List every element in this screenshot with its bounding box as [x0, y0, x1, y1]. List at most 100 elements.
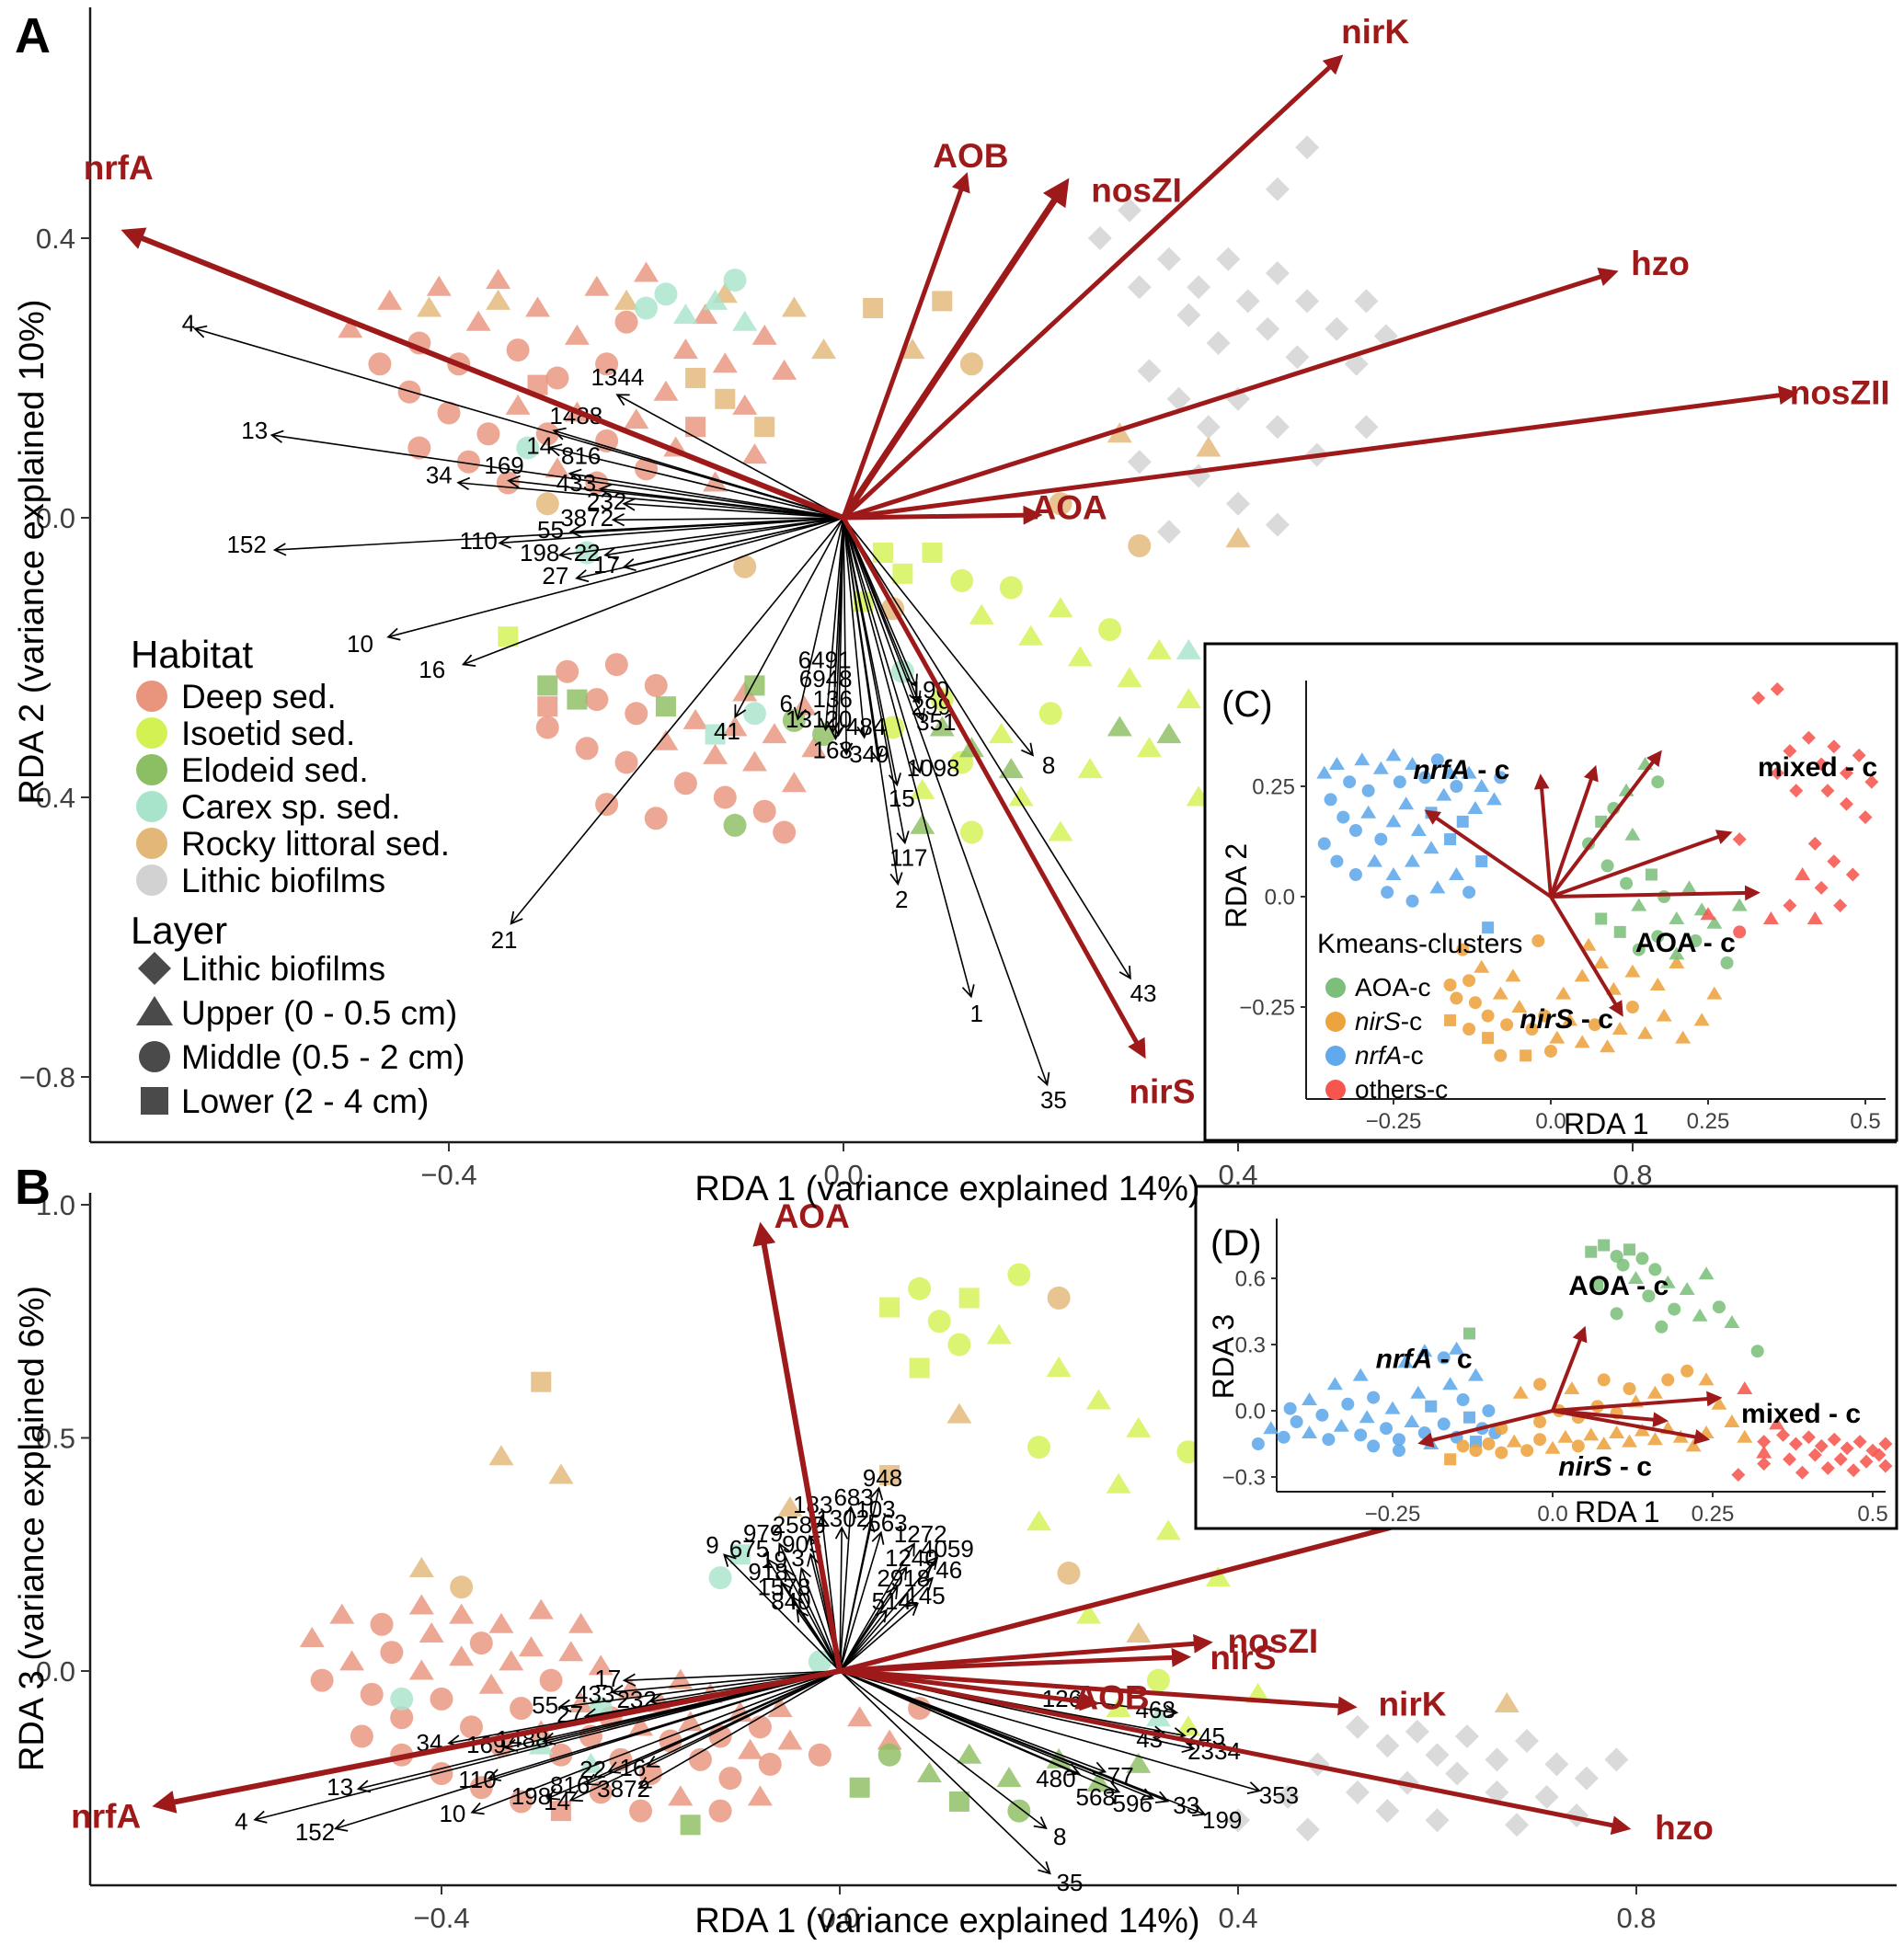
data-point	[1008, 785, 1034, 807]
data-point	[1126, 1621, 1152, 1643]
data-point	[589, 1780, 613, 1804]
data-point	[1648, 1263, 1662, 1276]
cluster-label: nrfA - c	[1413, 755, 1509, 785]
otu-vector-label: 484	[846, 713, 886, 740]
otu-vector-label: 816	[561, 441, 601, 469]
data-point	[688, 1747, 712, 1771]
data-point	[1827, 739, 1841, 754]
data-point	[1392, 1444, 1405, 1458]
data-point	[1367, 1391, 1381, 1404]
data-point	[1442, 765, 1459, 779]
data-point	[634, 261, 659, 282]
data-point	[732, 394, 758, 415]
data-point	[1534, 1784, 1559, 1809]
inset-d-x-axis-title: RDA 1	[1575, 1495, 1660, 1528]
data-point	[1354, 289, 1379, 314]
data-point	[1588, 1018, 1601, 1032]
data-point	[1583, 1427, 1600, 1441]
data-point	[900, 338, 925, 360]
y-tick-label: 0.3	[1235, 1334, 1266, 1358]
habitat-legend-label: Elodeid sed.	[181, 751, 369, 789]
data-point	[1454, 1723, 1479, 1748]
otu-vector-label: 6	[780, 690, 793, 717]
otu-vector-label: 13120	[786, 705, 852, 733]
data-point	[1283, 1402, 1297, 1415]
data-point	[644, 673, 668, 697]
data-point	[1057, 1562, 1081, 1585]
gene-vector-arrow	[1550, 830, 1733, 899]
habitat-legend-label: Rocky littoral sed.	[181, 825, 450, 863]
data-point	[758, 1752, 782, 1776]
otu-vector-label: 13	[241, 417, 268, 444]
otu-vector-label: 1344	[591, 363, 644, 391]
gene-vector-label: hzo	[1631, 245, 1690, 282]
data-point	[1657, 890, 1671, 903]
data-point	[1624, 827, 1641, 841]
data-point	[1512, 1385, 1529, 1399]
data-point	[1467, 1368, 1484, 1381]
data-point	[1343, 775, 1357, 789]
data-point	[1789, 784, 1804, 798]
data-point	[1482, 1404, 1496, 1417]
otu-vector-label: 198	[511, 1782, 551, 1810]
gene-vector-label: nirS	[1129, 1073, 1195, 1111]
data-point	[1345, 1714, 1370, 1739]
gene-vector-arrow	[839, 1647, 1191, 1674]
data-point	[1145, 1706, 1171, 1727]
otu-vector-label: 948	[863, 1464, 902, 1492]
data-point	[1322, 1433, 1336, 1447]
data-point	[1326, 1377, 1343, 1391]
data-point	[1852, 1435, 1867, 1449]
data-point	[1375, 1799, 1400, 1824]
data-point	[668, 1668, 694, 1689]
data-point	[1077, 758, 1103, 779]
otu-vector-arrow	[843, 517, 923, 774]
data-point	[408, 1556, 434, 1577]
data-point	[1544, 1752, 1569, 1777]
data-point	[370, 1612, 394, 1636]
data-point	[537, 696, 558, 717]
otu-vector-label: 232	[587, 487, 626, 515]
data-point	[1046, 1356, 1072, 1377]
data-point	[1027, 1510, 1051, 1531]
data-point	[747, 1785, 773, 1806]
data-point	[368, 352, 392, 376]
data-point	[909, 1357, 930, 1379]
habitat-swatch	[136, 828, 167, 859]
otu-vector-arrow	[784, 1567, 841, 1672]
data-point	[407, 436, 431, 460]
data-point	[419, 1621, 444, 1643]
gene-vector-arrow	[152, 1668, 841, 1814]
data-point	[1316, 765, 1333, 779]
data-point	[1624, 964, 1641, 978]
data-point	[777, 1496, 803, 1517]
otu-vector-label: 168	[813, 736, 853, 763]
x-tick-label: 0.0	[820, 1902, 859, 1934]
layer-swatch-triangle	[136, 996, 173, 1025]
data-point	[1187, 464, 1211, 488]
data-point	[668, 1785, 694, 1806]
otu-vector-label: 4	[235, 1807, 247, 1835]
data-point	[535, 492, 559, 516]
otu-vector-label: 10	[347, 630, 373, 658]
data-point	[989, 723, 1015, 744]
data-point	[773, 820, 797, 844]
data-point	[1468, 996, 1482, 1010]
data-point	[1627, 1271, 1644, 1284]
data-point	[486, 269, 511, 290]
data-point	[1481, 1009, 1495, 1023]
gene-vector-arrow	[841, 516, 1146, 1059]
data-point	[635, 457, 658, 481]
otu-vector-label: 9	[705, 1531, 718, 1559]
data-point	[1525, 1023, 1539, 1036]
data-point	[1475, 855, 1488, 868]
data-point	[1410, 823, 1427, 836]
data-point	[1585, 1245, 1598, 1258]
otu-vector-arrow	[622, 498, 844, 519]
data-point	[360, 1682, 384, 1706]
data-point	[950, 568, 974, 592]
data-point	[1336, 810, 1350, 824]
data-point	[1544, 1045, 1557, 1058]
data-point	[1315, 1408, 1329, 1422]
otu-vector-arrow	[839, 1542, 915, 1672]
